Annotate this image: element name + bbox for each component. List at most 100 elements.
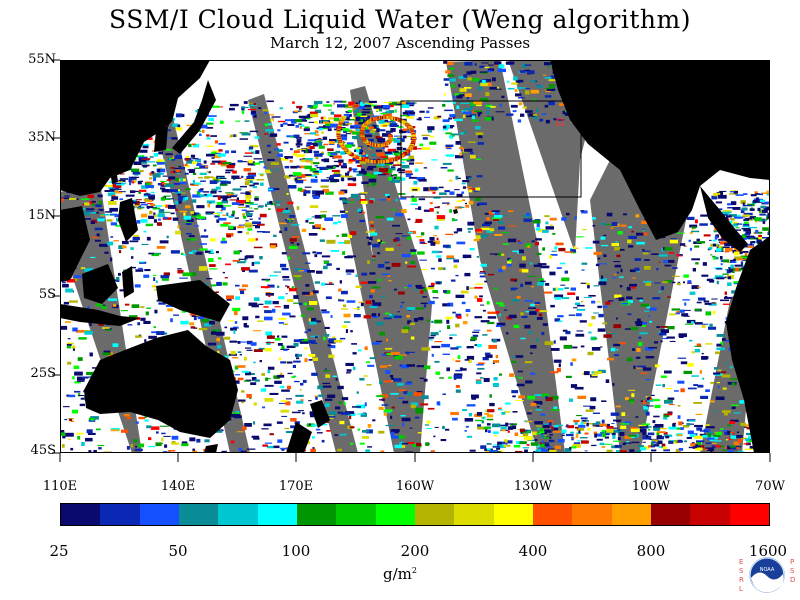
cloud-water-cell: [288, 174, 297, 177]
cloud-water-cell: [242, 284, 248, 288]
cloud-water-cell: [229, 136, 232, 138]
cloud-water-cell: [247, 172, 256, 176]
cloud-water-cell: [686, 423, 691, 426]
cloud-water-cell: [576, 304, 585, 307]
cloud-water-cell: [544, 341, 554, 346]
cloud-water-cell: [300, 338, 309, 342]
cloud-water-cell: [204, 176, 210, 179]
cloud-water-cell: [669, 313, 676, 316]
cloud-water-cell: [338, 134, 348, 138]
cloud-water-cell: [326, 165, 333, 169]
cloud-water-cell: [297, 110, 301, 112]
cloud-water-cell: [530, 372, 536, 375]
cloud-water-cell: [160, 197, 166, 201]
cloud-water-cell: [231, 413, 240, 418]
cloud-water-cell: [158, 151, 163, 155]
cloud-water-cell: [355, 117, 365, 121]
cloud-water-cell: [249, 218, 253, 220]
cloud-water-cell: [466, 355, 475, 360]
cloud-water-cell: [626, 286, 631, 291]
cloud-water-cell: [259, 173, 264, 177]
colorbar-segment: [375, 504, 415, 525]
cloud-water-cell: [379, 399, 385, 401]
cloud-water-cell: [146, 425, 152, 429]
cloud-water-cell: [616, 450, 621, 453]
cloud-water-cell: [309, 132, 317, 135]
cloud-water-cell: [300, 314, 306, 317]
cloud-water-cell: [153, 177, 156, 182]
cloud-water-cell: [728, 214, 737, 217]
cloud-water-cell: [101, 184, 108, 187]
lat-label-45s: 45S: [30, 443, 56, 458]
cloud-water-cell: [359, 193, 366, 195]
cloud-water-cell: [96, 233, 100, 237]
lat-label-5s: 5S: [38, 287, 56, 302]
cloud-water-cell: [732, 271, 735, 273]
cloud-water-cell: [662, 446, 667, 450]
cloud-water-cell: [407, 218, 411, 221]
cloud-water-cell: [529, 262, 533, 265]
cloud-water-cell: [283, 141, 289, 144]
cloud-water-cell: [225, 171, 231, 174]
cloud-water-cell: [163, 198, 171, 200]
cloud-water-cell: [620, 224, 627, 227]
cloud-water-cell: [283, 175, 291, 179]
cloud-water-cell: [603, 234, 607, 237]
cloud-water-cell: [320, 151, 324, 155]
cloud-water-cell: [299, 107, 302, 110]
cloud-water-cell: [403, 390, 408, 395]
cloud-water-cell: [557, 438, 565, 443]
cloud-water-cell: [222, 214, 226, 216]
cloud-water-cell: [391, 151, 399, 153]
cloud-water-cell: [265, 342, 275, 344]
cloud-water-cell: [178, 197, 186, 201]
cloud-water-cell: [232, 307, 241, 312]
cloud-water-cell: [464, 272, 471, 277]
cloud-water-cell: [574, 386, 584, 390]
cloud-water-cell: [286, 193, 289, 195]
cloud-water-cell: [341, 308, 349, 310]
cloud-water-cell: [572, 346, 578, 349]
cloud-water-cell: [217, 345, 222, 349]
cloud-water-cell: [450, 347, 459, 350]
cloud-water-cell: [453, 95, 456, 100]
cloud-water-cell: [292, 244, 295, 246]
cloud-water-cell: [524, 69, 531, 71]
cloud-water-cell: [286, 345, 296, 348]
cloud-water-cell: [234, 321, 238, 324]
cloud-water-cell: [312, 251, 317, 254]
cloud-water-cell: [721, 246, 724, 250]
cloud-water-cell: [705, 389, 710, 392]
cloud-water-cell: [231, 214, 235, 217]
cloud-water-cell: [220, 209, 223, 212]
cloud-water-cell: [175, 169, 181, 173]
cloud-water-cell: [478, 135, 483, 139]
cloud-water-cell: [274, 168, 279, 171]
cloud-water-cell: [309, 321, 317, 325]
cloud-water-cell: [371, 313, 377, 317]
cloud-water-cell: [387, 274, 390, 278]
cloud-water-cell: [508, 225, 517, 227]
cloud-water-cell: [91, 236, 99, 239]
cloud-water-cell: [745, 217, 752, 220]
cloud-water-cell: [161, 432, 166, 435]
cloud-water-cell: [559, 336, 567, 341]
cloud-water-cell: [470, 155, 476, 159]
cloud-water-cell: [618, 342, 626, 345]
cloud-water-cell: [196, 190, 201, 195]
cloud-water-cell: [407, 351, 415, 353]
cloud-water-cell: [643, 409, 648, 413]
cloud-water-cell: [180, 320, 189, 325]
cloud-water-cell: [410, 203, 418, 205]
cloud-water-cell: [171, 442, 179, 445]
cloud-water-cell: [759, 219, 767, 221]
cloud-water-cell: [192, 199, 197, 203]
cloud-water-cell: [574, 216, 577, 220]
cloud-water-cell: [397, 167, 402, 171]
cloud-water-cell: [445, 233, 454, 236]
cloud-water-cell: [360, 200, 368, 204]
cloud-water-cell: [211, 151, 217, 155]
cloud-water-cell: [314, 254, 318, 258]
cloud-water-cell: [684, 440, 688, 443]
cloud-water-cell: [543, 434, 547, 438]
